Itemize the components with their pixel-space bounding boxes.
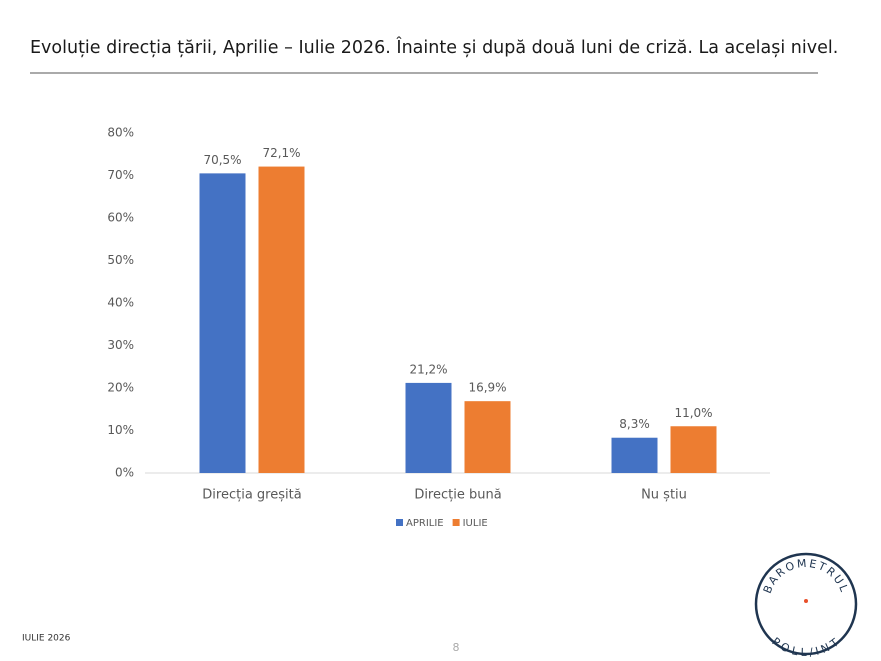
x-tick-label: Direcție bună: [414, 488, 501, 503]
logo: BAROMETRUL POLL/INT: [754, 552, 858, 659]
y-tick-label: 20%: [107, 381, 134, 395]
y-tick-label: 70%: [107, 168, 134, 182]
value-label: 21,2%: [409, 362, 447, 376]
bar: [611, 437, 658, 473]
page-number: 8: [453, 641, 460, 654]
x-tick-label: Nu știu: [641, 488, 687, 503]
bar: [464, 401, 511, 473]
bar: [199, 173, 246, 473]
legend-swatch: [396, 519, 403, 526]
logo-dot: [804, 599, 808, 603]
value-label: 70,5%: [203, 153, 241, 167]
value-label: 72,1%: [262, 146, 300, 160]
footer-date: IULIE 2026: [22, 634, 71, 644]
logo-top: BAROMETRUL: [761, 557, 851, 596]
y-tick-label: 30%: [107, 338, 134, 352]
chart-title: Evoluție direcția țării, Aprilie – Iulie…: [30, 36, 838, 58]
y-tick-label: 40%: [107, 296, 134, 310]
logo-top-text: BAROMETRUL: [761, 557, 849, 596]
value-label: 16,9%: [468, 381, 506, 395]
y-tick-label: 10%: [107, 423, 134, 437]
y-tick-label: 60%: [107, 211, 134, 225]
value-label: 11,0%: [674, 406, 712, 420]
legend-label: IULIE: [463, 518, 488, 529]
legend-swatch: [452, 519, 460, 526]
y-tick-label: 80%: [107, 126, 134, 140]
bar: [405, 382, 452, 473]
bar: [258, 166, 305, 473]
bar: [670, 426, 717, 473]
logo-ring: [754, 552, 858, 656]
y-tick-label: 50%: [107, 253, 134, 267]
value-label: 8,3%: [619, 417, 650, 431]
legend-label: APRILIE: [406, 518, 444, 529]
y-tick-label: 0%: [115, 466, 134, 480]
x-tick-label: Direcția greșită: [202, 488, 301, 503]
